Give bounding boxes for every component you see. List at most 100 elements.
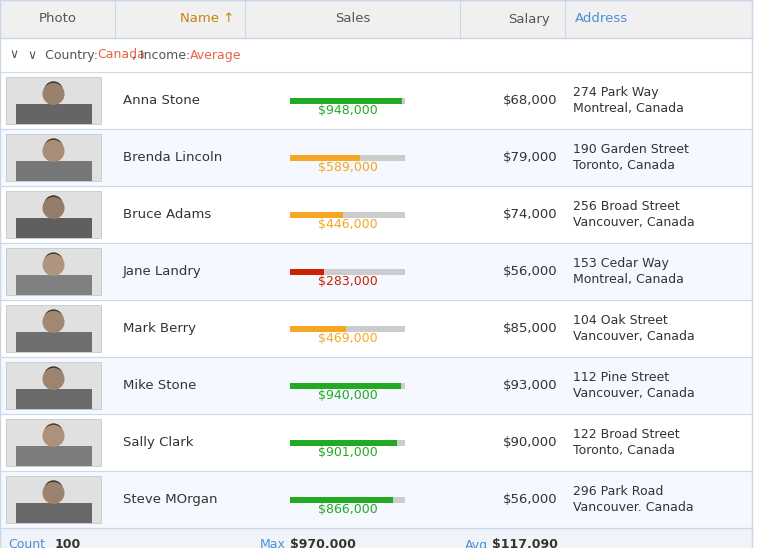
Text: Sales: Sales bbox=[335, 13, 370, 26]
Circle shape bbox=[45, 481, 62, 499]
Circle shape bbox=[45, 367, 62, 385]
Text: Mike Stone: Mike Stone bbox=[123, 379, 197, 392]
Text: Toronto, Canada: Toronto, Canada bbox=[573, 159, 675, 172]
Text: 274 Park Way: 274 Park Way bbox=[573, 86, 659, 99]
Circle shape bbox=[45, 196, 62, 214]
Text: Jane Landry: Jane Landry bbox=[123, 265, 202, 278]
Bar bbox=[15, 389, 91, 409]
Text: ∨: ∨ bbox=[9, 49, 18, 61]
Bar bbox=[0, 243, 752, 300]
Circle shape bbox=[43, 312, 64, 332]
Bar bbox=[290, 269, 405, 275]
Text: 122 Broad Street: 122 Broad Street bbox=[573, 428, 680, 441]
Circle shape bbox=[45, 82, 62, 100]
Text: $283,000: $283,000 bbox=[318, 275, 377, 288]
Bar bbox=[0, 357, 752, 414]
Bar bbox=[290, 383, 405, 389]
Text: $90,000: $90,000 bbox=[502, 436, 557, 449]
Text: ∨  Country:: ∨ Country: bbox=[28, 49, 102, 61]
Text: Average: Average bbox=[190, 49, 242, 61]
Bar bbox=[15, 218, 91, 238]
Text: Vancouver. Canada: Vancouver. Canada bbox=[573, 501, 694, 514]
Bar bbox=[0, 0, 752, 38]
Text: $469,000: $469,000 bbox=[318, 332, 377, 345]
Bar bbox=[290, 98, 402, 104]
Bar bbox=[290, 269, 323, 275]
Text: 153 Cedar Way: 153 Cedar Way bbox=[573, 257, 669, 270]
Text: Salary: Salary bbox=[508, 13, 550, 26]
Text: Count: Count bbox=[8, 539, 45, 548]
Text: $940,000: $940,000 bbox=[318, 389, 377, 402]
Text: Name ↑: Name ↑ bbox=[180, 13, 234, 26]
Text: Steve MOrgan: Steve MOrgan bbox=[123, 493, 217, 506]
Text: $85,000: $85,000 bbox=[502, 322, 557, 335]
Text: Toronto, Canada: Toronto, Canada bbox=[573, 444, 675, 457]
Circle shape bbox=[45, 253, 62, 271]
Bar bbox=[15, 446, 91, 466]
Bar bbox=[0, 129, 752, 186]
Bar bbox=[290, 212, 343, 218]
Text: Anna Stone: Anna Stone bbox=[123, 94, 200, 107]
Text: $948,000: $948,000 bbox=[318, 104, 377, 117]
Bar bbox=[0, 414, 752, 471]
Bar bbox=[290, 155, 360, 161]
Text: , Income:: , Income: bbox=[132, 49, 194, 61]
Bar bbox=[0, 38, 752, 72]
Text: 296 Park Road: 296 Park Road bbox=[573, 485, 664, 498]
Text: Sally Clark: Sally Clark bbox=[123, 436, 194, 449]
Text: Address: Address bbox=[575, 13, 628, 26]
Text: Montreal, Canada: Montreal, Canada bbox=[573, 102, 684, 115]
Bar bbox=[6, 476, 101, 523]
Text: Vancouver, Canada: Vancouver, Canada bbox=[573, 330, 695, 343]
Text: Montreal, Canada: Montreal, Canada bbox=[573, 273, 684, 286]
Circle shape bbox=[43, 84, 64, 104]
Text: $117,090: $117,090 bbox=[492, 539, 558, 548]
Bar bbox=[6, 419, 101, 466]
Bar bbox=[290, 212, 405, 218]
Text: Photo: Photo bbox=[38, 13, 77, 26]
Text: $866,000: $866,000 bbox=[318, 503, 377, 516]
Text: 100: 100 bbox=[55, 539, 81, 548]
Text: 104 Oak Street: 104 Oak Street bbox=[573, 314, 667, 327]
Circle shape bbox=[43, 198, 64, 218]
Circle shape bbox=[43, 141, 64, 161]
Bar bbox=[6, 191, 101, 238]
Bar bbox=[290, 326, 405, 332]
Bar bbox=[15, 332, 91, 352]
Text: 256 Broad Street: 256 Broad Street bbox=[573, 200, 680, 213]
Bar bbox=[15, 161, 91, 181]
Text: Max: Max bbox=[260, 539, 286, 548]
Text: $68,000: $68,000 bbox=[502, 94, 557, 107]
Bar bbox=[290, 439, 405, 446]
Bar bbox=[0, 300, 752, 357]
Circle shape bbox=[43, 255, 64, 275]
Text: $56,000: $56,000 bbox=[502, 493, 557, 506]
Text: $79,000: $79,000 bbox=[502, 151, 557, 164]
Bar bbox=[15, 104, 91, 124]
Text: Vancouver, Canada: Vancouver, Canada bbox=[573, 216, 695, 229]
Bar bbox=[15, 503, 91, 523]
Bar bbox=[290, 439, 397, 446]
Bar bbox=[290, 496, 392, 503]
Text: Vancouver, Canada: Vancouver, Canada bbox=[573, 387, 695, 400]
Bar bbox=[290, 155, 405, 161]
Text: $74,000: $74,000 bbox=[502, 208, 557, 221]
Bar bbox=[290, 383, 402, 389]
Bar bbox=[6, 362, 101, 409]
Text: $901,000: $901,000 bbox=[318, 446, 377, 459]
Bar bbox=[0, 471, 752, 528]
Text: $93,000: $93,000 bbox=[502, 379, 557, 392]
Text: Canada: Canada bbox=[98, 49, 145, 61]
Bar bbox=[290, 98, 405, 104]
Bar bbox=[6, 248, 101, 295]
Circle shape bbox=[43, 483, 64, 503]
Text: $56,000: $56,000 bbox=[502, 265, 557, 278]
Text: $446,000: $446,000 bbox=[318, 218, 377, 231]
Bar bbox=[6, 77, 101, 124]
Text: Avg: Avg bbox=[465, 539, 488, 548]
Bar bbox=[6, 134, 101, 181]
Bar bbox=[290, 326, 346, 332]
Circle shape bbox=[43, 426, 64, 446]
Text: Bruce Adams: Bruce Adams bbox=[123, 208, 211, 221]
Circle shape bbox=[43, 369, 64, 389]
